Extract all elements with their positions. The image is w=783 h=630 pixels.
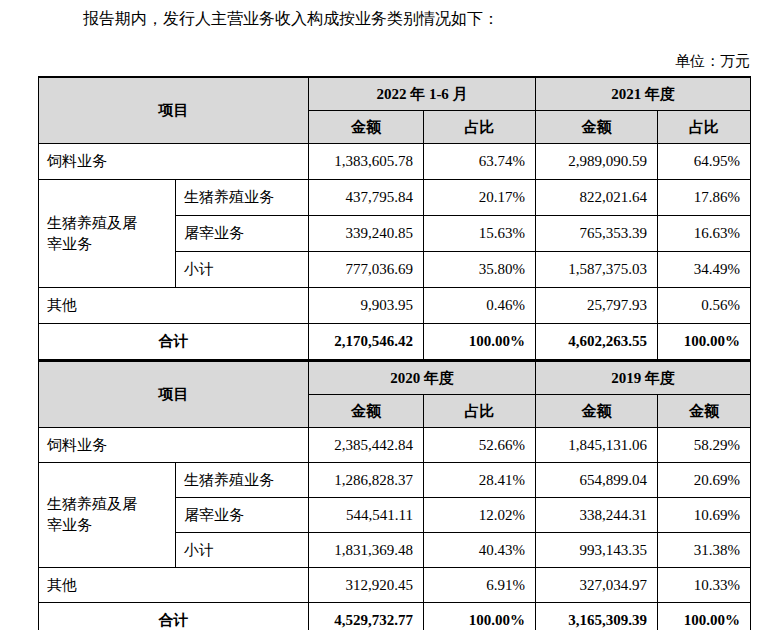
header-period-row: 项目 2020 年度 2019 年度: [39, 362, 751, 395]
ratio-cell: 100.00%: [658, 324, 751, 361]
ratio-cell: 15.63%: [424, 216, 536, 252]
ratio-cell: 100.00%: [424, 324, 536, 361]
table-row-pig-breeding: 生猪养殖及屠宰业务 生猪养殖业务 437,795.84 20.17% 822,0…: [39, 180, 751, 216]
header-period-cell: 2019 年度: [536, 362, 751, 395]
header-item-cell: 项目: [39, 77, 309, 144]
ratio-cell: 10.33%: [658, 568, 751, 603]
row-label-cell: 饲料业务: [39, 428, 309, 463]
amount-cell: 2,385,442.84: [309, 428, 424, 463]
ratio-cell: 0.46%: [424, 288, 536, 324]
unit-label: 单位：万元: [38, 52, 750, 71]
header-sub-cell: 占比: [658, 111, 751, 144]
amount-cell: 993,143.35: [536, 533, 658, 568]
intro-paragraph: 报告期内，发行人主营业务收入构成按业务类别情况如下：: [0, 0, 783, 29]
amount-cell: 1,286,828.37: [309, 463, 424, 498]
row-label-cell: 小计: [176, 533, 309, 568]
ratio-cell: 10.69%: [658, 498, 751, 533]
row-label-cell: 其他: [39, 288, 309, 324]
ratio-cell: 12.02%: [424, 498, 536, 533]
amount-cell: 339,240.85: [309, 216, 424, 252]
ratio-cell: 35.80%: [424, 252, 536, 288]
amount-cell: 1,587,375.03: [536, 252, 658, 288]
table-row-feed: 饲料业务 2,385,442.84 52.66% 1,845,131.06 58…: [39, 428, 751, 463]
document-page: 报告期内，发行人主营业务收入构成按业务类别情况如下： 单位：万元 项目 2022…: [0, 0, 783, 630]
header-period-cell: 2021 年度: [536, 77, 751, 111]
ratio-cell: 58.29%: [658, 428, 751, 463]
header-period-row: 项目 2022 年 1-6 月 2021 年度: [39, 77, 751, 111]
row-label-cell: 饲料业务: [39, 144, 309, 180]
header-item-cell: 项目: [39, 362, 309, 428]
header-sub-cell: 占比: [424, 111, 536, 144]
table-row-other: 其他 312,920.45 6.91% 327,034.97 10.33%: [39, 568, 751, 603]
header-sub-cell: 金额: [536, 395, 658, 428]
ratio-cell: 20.17%: [424, 180, 536, 216]
ratio-cell: 20.69%: [658, 463, 751, 498]
amount-cell: 338,244.31: [536, 498, 658, 533]
total-label-cell: 合计: [39, 324, 309, 361]
header-sub-cell: 金额: [309, 111, 424, 144]
total-label-cell: 合计: [39, 603, 309, 630]
ratio-cell: 31.38%: [658, 533, 751, 568]
revenue-table-2020-2019: 项目 2020 年度 2019 年度 金额 占比 金额 金额 饲料业务 2,38…: [38, 361, 751, 630]
ratio-cell: 6.91%: [424, 568, 536, 603]
amount-cell: 765,353.39: [536, 216, 658, 252]
ratio-cell: 64.95%: [658, 144, 751, 180]
row-label-cell: 生猪养殖业务: [176, 180, 309, 216]
row-label-cell: 其他: [39, 568, 309, 603]
ratio-cell: 34.49%: [658, 252, 751, 288]
ratio-cell: 52.66%: [424, 428, 536, 463]
ratio-cell: 28.41%: [424, 463, 536, 498]
amount-cell: 327,034.97: [536, 568, 658, 603]
table-row-pig-breeding: 生猪养殖及屠宰业务 生猪养殖业务 1,286,828.37 28.41% 654…: [39, 463, 751, 498]
group-label-cell: 生猪养殖及屠宰业务: [39, 180, 176, 288]
ratio-cell: 40.43%: [424, 533, 536, 568]
row-label-cell: 屠宰业务: [176, 216, 309, 252]
amount-cell: 437,795.84: [309, 180, 424, 216]
table-row-total: 合计 2,170,546.42 100.00% 4,602,263.55 100…: [39, 324, 751, 361]
table-row-total: 合计 4,529,732.77 100.00% 3,165,309.39 100…: [39, 603, 751, 630]
header-sub-cell: 金额: [536, 111, 658, 144]
group-label-cell: 生猪养殖及屠宰业务: [39, 463, 176, 568]
amount-cell: 544,541.11: [309, 498, 424, 533]
amount-cell: 312,920.45: [309, 568, 424, 603]
row-label-cell: 小计: [176, 252, 309, 288]
revenue-table-2022-2021: 项目 2022 年 1-6 月 2021 年度 金额 占比 金额 占比 饲料业务…: [38, 76, 751, 361]
ratio-cell: 16.63%: [658, 216, 751, 252]
amount-cell: 1,383,605.78: [309, 144, 424, 180]
row-label-cell: 生猪养殖业务: [176, 463, 309, 498]
amount-cell: 4,602,263.55: [536, 324, 658, 361]
header-sub-cell: 金额: [658, 395, 751, 428]
row-label-cell: 屠宰业务: [176, 498, 309, 533]
ratio-cell: 100.00%: [424, 603, 536, 630]
amount-cell: 822,021.64: [536, 180, 658, 216]
ratio-cell: 100.00%: [658, 603, 751, 630]
amount-cell: 2,989,090.59: [536, 144, 658, 180]
amount-cell: 1,845,131.06: [536, 428, 658, 463]
amount-cell: 4,529,732.77: [309, 603, 424, 630]
ratio-cell: 0.56%: [658, 288, 751, 324]
amount-cell: 654,899.04: [536, 463, 658, 498]
ratio-cell: 63.74%: [424, 144, 536, 180]
header-period-cell: 2020 年度: [309, 362, 536, 395]
table-row-feed: 饲料业务 1,383,605.78 63.74% 2,989,090.59 64…: [39, 144, 751, 180]
amount-cell: 777,036.69: [309, 252, 424, 288]
table-row-other: 其他 9,903.95 0.46% 25,797.93 0.56%: [39, 288, 751, 324]
header-sub-cell: 金额: [309, 395, 424, 428]
amount-cell: 2,170,546.42: [309, 324, 424, 361]
amount-cell: 25,797.93: [536, 288, 658, 324]
header-sub-cell: 占比: [424, 395, 536, 428]
amount-cell: 1,831,369.48: [309, 533, 424, 568]
ratio-cell: 17.86%: [658, 180, 751, 216]
amount-cell: 3,165,309.39: [536, 603, 658, 630]
amount-cell: 9,903.95: [309, 288, 424, 324]
header-period-cell: 2022 年 1-6 月: [309, 77, 536, 111]
